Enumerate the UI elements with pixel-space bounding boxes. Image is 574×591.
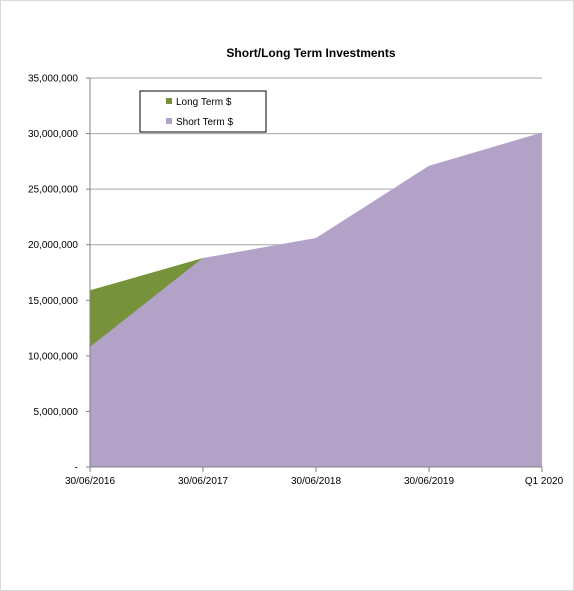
legend-label: Long Term $	[176, 97, 232, 108]
series-area-short-term	[90, 132, 542, 467]
chart-title: Short/Long Term Investments	[226, 46, 396, 60]
x-tick-label: 30/06/2016	[65, 476, 115, 487]
y-tick-label: 10,000,000	[28, 351, 78, 362]
x-tick-label: 30/06/2018	[291, 476, 341, 487]
axes: - 5,000,000 10,000,000 15,000,000 20,000,000…	[28, 74, 564, 488]
y-tick-label: 25,000,000	[28, 185, 78, 196]
legend-box	[139, 90, 267, 133]
y-tick-label: 15,000,000	[28, 296, 78, 307]
y-tick-label: 35,000,000	[28, 74, 78, 85]
legend-label: Short Term $	[176, 117, 233, 128]
y-tick-label: 30,000,000	[28, 129, 78, 140]
y-tick-label: -	[75, 463, 78, 474]
x-tick-label: Q1 2020	[525, 476, 564, 487]
x-tick-label: 30/06/2019	[404, 476, 454, 487]
legend: Long Term $ Short Term $	[139, 90, 267, 133]
y-tick-label: 5,000,000	[34, 407, 79, 418]
y-tick-label: 20,000,000	[28, 240, 78, 251]
legend-swatch	[166, 118, 172, 124]
series-areas	[90, 132, 542, 467]
legend-swatch	[166, 98, 172, 104]
x-tick-label: 30/06/2017	[178, 476, 228, 487]
